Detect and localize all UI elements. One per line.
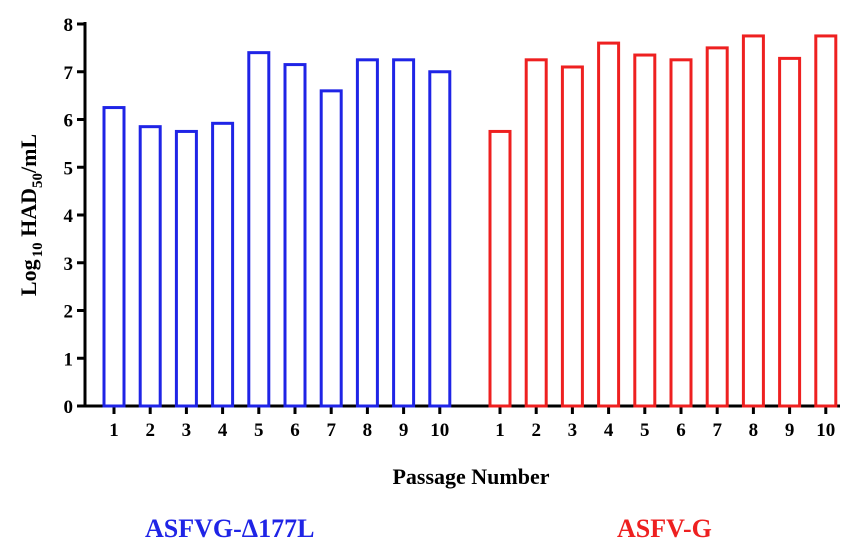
y-axis: 0 1 2 3 4 5 6 7 8 <box>64 15 87 418</box>
bar <box>488 129 512 408</box>
x-tick-label: 4 <box>604 420 614 441</box>
y-tick-label: 3 <box>64 254 74 275</box>
y-title-sub2: 50 <box>30 173 46 188</box>
y-tick-label: 8 <box>64 15 74 36</box>
x-tick-label: 3 <box>182 420 192 441</box>
x-tick-label: 1 <box>495 420 505 441</box>
bar <box>741 34 765 408</box>
x-tick-label: 10 <box>816 420 835 441</box>
x-tick-label: 7 <box>712 420 722 441</box>
x-tick-label: 5 <box>254 420 264 441</box>
y-title-prefix: Log <box>16 259 41 296</box>
bar <box>138 125 162 408</box>
y-tick-label: 2 <box>64 302 74 323</box>
x-tick-label: 6 <box>290 420 300 441</box>
bar <box>633 53 657 408</box>
group-label-asfvg-d177l: ASFVG-Δ177L <box>145 514 315 543</box>
x-tick-label: 8 <box>749 420 759 441</box>
bar <box>814 34 838 408</box>
bar <box>102 106 126 408</box>
y-title-middle: HAD <box>16 188 41 242</box>
bar <box>705 46 729 408</box>
x-tick-label: 9 <box>785 420 795 441</box>
bar <box>669 58 693 408</box>
y-tick-label: 4 <box>64 206 74 227</box>
bar <box>283 63 307 408</box>
bar <box>211 121 235 408</box>
y-tick-label: 5 <box>64 158 74 179</box>
y-tick-label: 1 <box>64 349 74 370</box>
x-axis-title: Passage Number <box>392 464 549 489</box>
y-tick-label: 0 <box>64 397 74 418</box>
x-tick-label: 4 <box>218 420 228 441</box>
x-tick-label: 2 <box>531 420 541 441</box>
y-axis-title: Log 10 HAD50/mL <box>16 134 46 296</box>
bar <box>355 58 379 408</box>
y-tick-label: 6 <box>64 111 74 132</box>
x-tick-label: 7 <box>326 420 336 441</box>
y-title-sub1: 10 <box>30 242 46 257</box>
bar <box>174 129 198 408</box>
y-title-suffix: /mL <box>16 134 41 174</box>
x-tick-label: 5 <box>640 420 650 441</box>
y-tick-label: 7 <box>64 63 74 84</box>
x-tick-label: 9 <box>399 420 409 441</box>
bar <box>778 56 802 408</box>
x-tick-label: 3 <box>568 420 578 441</box>
x-tick-label: 6 <box>676 420 686 441</box>
bar <box>560 65 584 408</box>
bar <box>392 58 416 408</box>
x-tick-label: 1 <box>109 420 119 441</box>
group-label-asfv-g: ASFV-G <box>617 514 712 543</box>
x-tick-label: 8 <box>363 420 373 441</box>
x-tick-label: 10 <box>430 420 449 441</box>
bar-chart: 0 1 2 3 4 5 6 7 8 1 2 3 4 5 6 7 8 9 10 1 2 3 4 5 6 7 8 9 10 Log 10 H… <box>16 15 840 489</box>
bar <box>428 70 452 408</box>
bar <box>524 58 548 408</box>
bar <box>319 89 343 408</box>
x-tick-label: 2 <box>145 420 155 441</box>
bar <box>597 41 621 408</box>
bars <box>102 34 838 408</box>
x-axis: 1 2 3 4 5 6 7 8 9 10 1 2 3 4 5 6 7 8 9 10 <box>83 404 840 441</box>
bar <box>247 51 271 408</box>
